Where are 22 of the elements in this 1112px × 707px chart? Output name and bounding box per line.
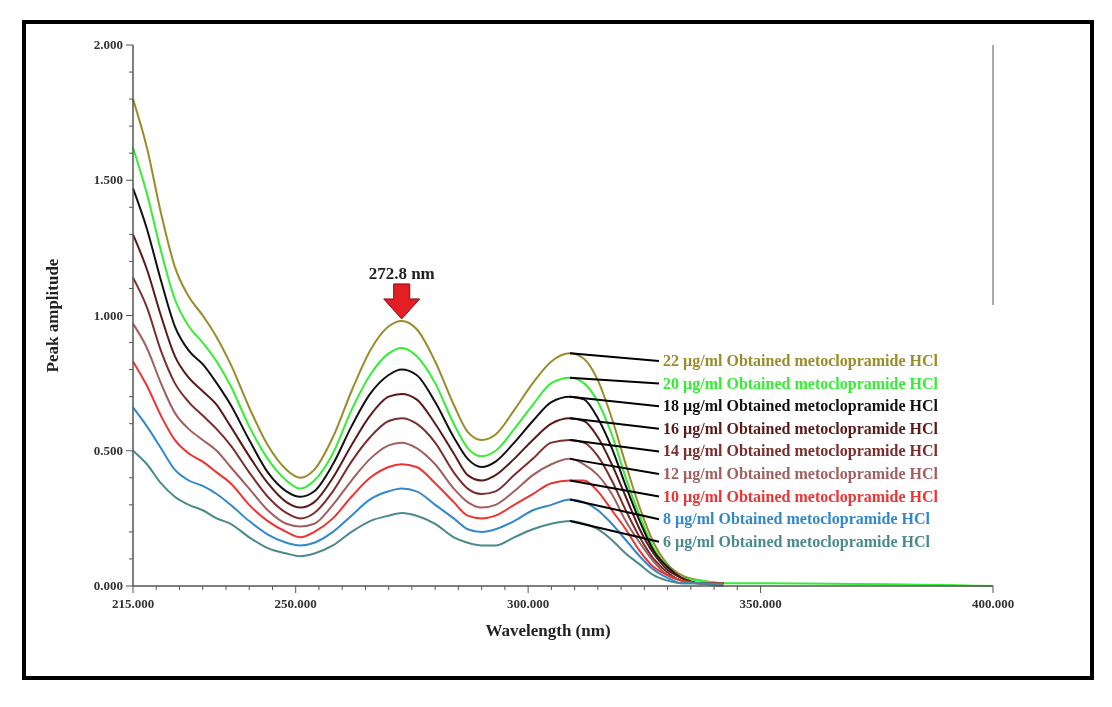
text: 10 µg/ml Obtained metoclopramide HCl <box>663 487 939 506</box>
text: 20 µg/ml Obtained metoclopramide HCl <box>663 374 939 393</box>
text: 22 µg/ml Obtained metoclopramide HCl <box>663 352 939 370</box>
x-tick-label: 215.000 <box>111 596 155 611</box>
x-tick-label: 250.000 <box>274 596 317 611</box>
text: 18 µg/ml Obtained metoclopramide HCl <box>663 397 939 416</box>
y-tick-label: 1.500 <box>93 172 123 188</box>
x-tick-label: 300.000 <box>507 596 550 611</box>
annotation: 272.8 nm <box>368 263 435 283</box>
y-tick-label: 1.000 <box>93 307 123 323</box>
x-tick-label: 400.000 <box>971 596 1015 611</box>
y-tick-label: 2.000 <box>93 37 123 52</box>
series-label: 6 µg/ml Obtained metoclopramide HCl <box>663 532 931 551</box>
text: 16 µg/ml Obtained metoclopramide HCl <box>663 419 939 438</box>
y-tick-label: 0.500 <box>93 442 123 458</box>
y-tick-label: 0.000 <box>93 578 123 593</box>
text: 12 µg/ml Obtained metoclopramide HCl <box>663 465 939 483</box>
text: 14 µg/ml Obtained metoclopramide HCl <box>663 442 939 461</box>
text: 8 µg/ml Obtained metoclopramide HCl <box>663 510 931 529</box>
x-axis-title: Wavelength (nm) <box>485 621 611 640</box>
y-axis-title: Peak amplitude <box>43 258 62 373</box>
x-tick-label: 350.000 <box>739 596 782 611</box>
